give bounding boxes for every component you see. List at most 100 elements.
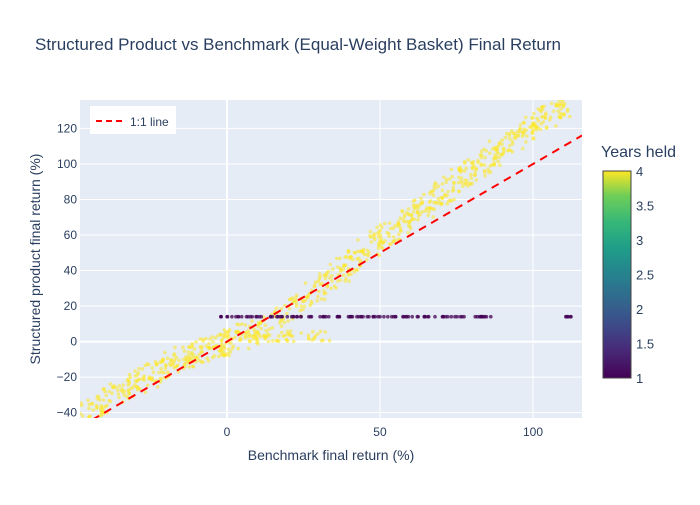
point-years-4 [398,226,403,230]
point-years-4 [436,184,441,188]
point-years-4 [364,258,369,262]
point-years-4 [315,298,320,303]
point-years-4 [466,158,471,162]
point-years-4 [487,170,491,175]
point-years-1 [455,314,460,319]
point-years-4 [487,139,492,143]
point-years-4 [407,220,411,224]
point-years-4 [205,356,209,361]
legend-entry-1to1[interactable]: 1:1 line [130,115,169,129]
point-years-4 [246,328,251,333]
point-years-4 [126,377,131,382]
point-years-4 [122,393,127,397]
point-years-4 [406,230,411,235]
point-years-1 [569,314,573,319]
point-years-4 [259,326,263,331]
point-years-4 [135,387,140,392]
point-years-4 [160,370,164,374]
point-years-4 [143,390,148,395]
point-years-4 [313,280,318,285]
point-years-4 [428,199,433,203]
point-years-4 [540,105,544,109]
point-years-4 [348,255,353,259]
point-years-4 [244,332,248,336]
point-years-4 [294,295,298,300]
point-years-4 [432,207,436,211]
point-years-4 [307,337,311,341]
point-years-4 [226,330,230,334]
point-years-4 [440,182,445,186]
point-years-4 [336,265,340,269]
point-years-4 [133,369,137,373]
point-years-1 [291,314,295,319]
point-years-4 [406,207,411,211]
point-years-4 [531,136,536,141]
point-years-1 [361,314,365,319]
point-years-4 [544,111,548,115]
point-years-4 [500,138,505,142]
point-years-1 [446,314,450,319]
point-years-4 [172,353,176,357]
point-years-4 [191,353,196,358]
point-years-4 [235,322,239,327]
point-years-4 [353,251,357,255]
point-years-4 [346,249,351,253]
point-years-4 [157,370,161,375]
legend[interactable]: 1:1 line [90,106,176,134]
point-years-4 [155,385,160,389]
point-years-4 [377,239,382,243]
point-years-4 [181,357,186,362]
point-years-4 [439,202,444,207]
point-years-4 [267,327,272,331]
point-years-4 [86,417,89,418]
point-years-4 [233,335,237,340]
point-years-4 [187,365,192,369]
point-years-4 [544,126,549,130]
point-years-4 [450,174,455,179]
point-years-4 [436,196,441,201]
point-years-4 [431,215,436,219]
point-years-4 [462,160,467,164]
point-years-4 [108,399,113,404]
point-years-4 [207,341,211,346]
point-years-4 [316,279,321,284]
point-years-4 [483,155,487,160]
point-years-4 [415,204,420,208]
colorbar: Years held 1 1.5 2 2.5 3 3.5 4 [601,144,676,386]
point-years-4 [556,109,560,113]
point-years-4 [177,358,181,363]
point-years-4 [488,164,493,168]
point-years-1 [318,314,322,319]
point-years-4 [80,414,85,418]
reference-line-1to1 [93,134,582,418]
point-years-4 [369,240,374,244]
point-years-4 [80,403,84,408]
point-years-4 [328,262,333,267]
point-years-4 [210,335,215,339]
point-years-4 [507,148,511,152]
point-years-4 [368,229,373,234]
point-years-4 [151,370,156,375]
point-years-4 [117,395,121,400]
point-years-4 [317,289,321,294]
y-tick-label: 80 [64,192,78,206]
point-years-4 [172,366,176,370]
point-years-4 [243,323,248,327]
point-years-4 [458,165,463,170]
point-years-4 [160,359,164,364]
point-years-4 [292,298,296,303]
point-years-4 [331,267,335,272]
point-years-4 [557,114,561,119]
point-years-1 [356,314,361,319]
point-years-1 [458,314,463,319]
point-years-4 [193,355,198,360]
point-years-4 [312,336,317,340]
point-years-4 [562,101,567,106]
y-tick-label: 40 [64,264,78,278]
point-years-4 [94,406,99,410]
point-years-4 [127,381,132,386]
point-years-4 [439,196,444,200]
point-years-4 [220,342,224,347]
point-years-4 [373,237,377,242]
y-tick-label: −20 [57,370,78,384]
